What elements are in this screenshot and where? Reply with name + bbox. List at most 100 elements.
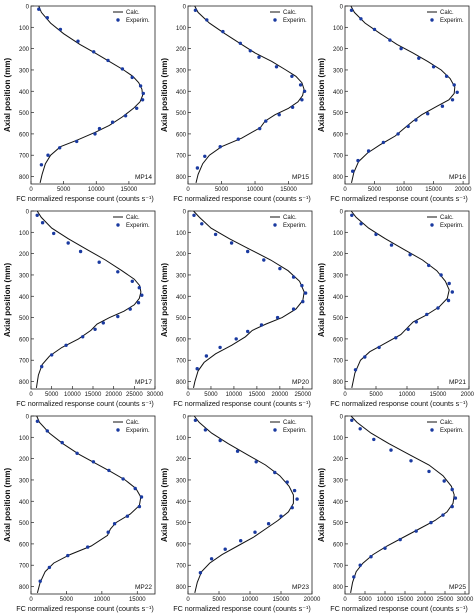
plot-frame [30,5,156,185]
legend-experim-label: Experim. [283,428,307,434]
experim-point [295,497,299,501]
experim-point [381,140,386,145]
y-tick-label: 400 [19,295,30,301]
x-axis-label: FC normalized response count (counts s⁻¹… [173,604,311,613]
y-tick-label: 600 [333,337,344,343]
experim-point [123,114,128,118]
experim-point [64,343,68,347]
x-tick-label: 30000 [147,392,164,398]
experim-point [229,241,234,245]
experim-point [279,514,283,518]
x-tick-label: 30000 [457,597,474,603]
legend-experim-label: Experim. [440,223,464,229]
experim-point [46,153,50,157]
y-tick-label: 300 [333,273,344,279]
x-tick-label: 5000 [369,392,383,398]
y-tick-label: 600 [333,542,344,548]
x-tick-label: 20000 [272,392,289,398]
x-tick-label: 10000 [247,187,264,193]
y-tick-label: 100 [19,26,30,32]
experim-point [195,367,199,371]
experim-point [234,337,238,341]
panel-title: MP15 [292,174,309,181]
x-tick-label: 10000 [226,392,243,398]
y-tick-label: 500 [176,111,187,117]
x-tick-label: 25000 [437,597,454,603]
y-tick-label: 600 [176,337,187,343]
experim-point [290,105,295,110]
y-tick-label: 700 [176,154,187,160]
experim-point [116,314,120,319]
y-tick-label: 300 [19,68,30,74]
y-tick-label: 700 [333,359,344,365]
legend-calc-label: Calc. [126,215,140,221]
y-axis-label: Axial position (mm) [3,263,12,338]
y-tick-label: 600 [176,542,187,548]
experim-point [121,477,125,481]
experim-point [135,106,139,111]
y-tick-label: 500 [19,111,30,117]
experim-point [45,16,49,20]
y-tick-label: 0 [340,415,344,421]
experim-point [300,98,304,102]
experim-point [125,514,130,518]
x-tick-label: 15000 [85,392,102,398]
x-tick-label: 10000 [88,187,105,193]
experim-point [278,266,282,271]
experim-point [406,124,410,129]
y-tick-label: 600 [19,337,30,343]
calc-line [350,415,455,593]
experim-point [383,546,387,550]
y-tick-label: 600 [19,132,30,138]
legend-calc-label: Calc. [126,420,140,426]
y-tick-label: 700 [19,154,30,160]
experim-point [58,27,63,32]
experim-point [110,120,115,124]
experim-point [248,49,252,53]
experim-point [389,243,394,247]
y-tick-label: 200 [333,252,344,258]
x-tick-label: 5000 [358,597,372,603]
x-axis-label: FC normalized response count (counts s⁻¹… [330,604,468,613]
experim-point [130,75,134,80]
y-tick-label: 800 [19,380,30,386]
y-tick-label: 400 [176,90,187,96]
x-tick-label: 5000 [215,187,229,193]
x-tick-label: 15000 [280,187,297,193]
experim-point [58,146,62,150]
experim-point [450,487,454,492]
legend-experim-swatch [273,18,277,22]
x-axis-label: FC normalized response count (counts s⁻¹… [16,399,154,408]
y-tick-label: 700 [19,564,30,570]
experim-point [414,320,418,324]
experim-point [193,418,198,422]
legend-experim-label: Experim. [126,223,150,229]
y-axis-label: Axial position (mm) [317,58,326,133]
experim-point [372,27,377,32]
experim-point [300,283,304,288]
plot-frame [344,210,470,390]
experim-point [235,449,240,453]
experim-point [40,364,44,369]
experim-point [366,149,371,153]
experim-point [137,504,142,509]
calc-line [193,415,294,594]
experim-point [439,273,443,277]
y-axis-label: Axial position (mm) [3,58,12,133]
experim-point [76,39,80,43]
experim-point [198,571,203,575]
experim-point [427,469,431,474]
plot-frame [187,210,313,390]
y-axis-label: Axial position (mm) [160,263,169,338]
y-tick-label: 0 [26,210,30,216]
experim-point [302,89,307,94]
x-tick-label: 10000 [399,392,416,398]
y-tick-label: 200 [176,457,187,463]
experim-point [140,98,145,102]
y-tick-label: 0 [26,415,30,421]
experim-point [139,495,144,499]
y-tick-label: 400 [176,500,187,506]
panel-mp21: 0 100 200 300 400 500 600 700 800 0 5000 10000 15000… [317,210,474,409]
y-tick-label: 800 [176,585,187,591]
x-axis-label: FC normalized response count (counts s⁻¹… [330,399,468,408]
